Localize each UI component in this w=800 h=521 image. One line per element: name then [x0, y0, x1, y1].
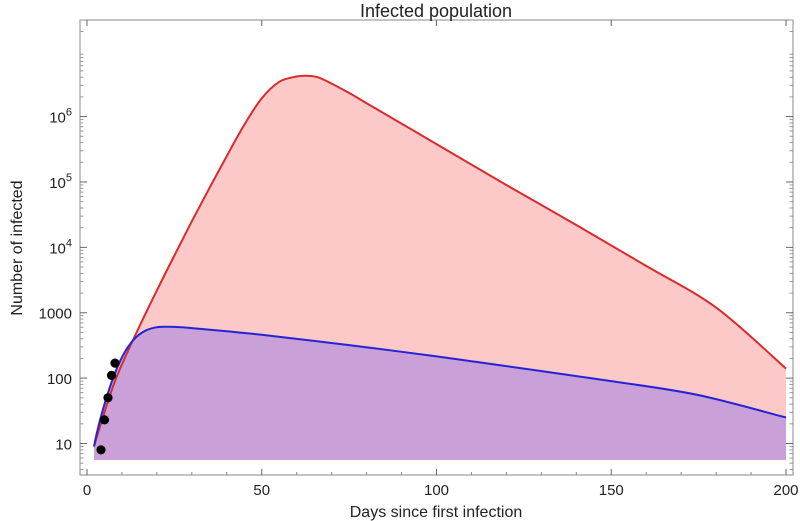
data-point: [96, 445, 106, 455]
axes: 0 50 100 150 200 10 100 1000 104 105 106: [39, 19, 799, 499]
y-tick-label: 104: [49, 237, 72, 257]
chart-title: Infected population: [360, 1, 512, 21]
x-tick-label: 0: [83, 482, 91, 499]
series-1-line: [93, 325, 787, 447]
x-tick-label: 100: [424, 482, 449, 499]
x-tick-label: 50: [253, 482, 270, 499]
y-axis-label: Number of infected: [9, 180, 26, 315]
data-point: [106, 370, 117, 380]
y-tick-label: 10: [55, 437, 72, 454]
data-point: [99, 415, 110, 425]
area-layer: [94, 75, 786, 460]
x-axis-label: Days since first infection: [350, 504, 523, 521]
data-point: [110, 358, 120, 368]
series-1-area-fill: [94, 326, 786, 460]
x-tick-label: 150: [599, 482, 624, 499]
data-point: [103, 393, 113, 403]
y-tick-label: 100: [47, 371, 72, 388]
scatter-layer: [96, 358, 120, 455]
x-tick-label: 200: [773, 482, 798, 499]
line-layer: [93, 74, 787, 447]
series-0-line: [93, 74, 787, 447]
y-tick-label: 1000: [39, 306, 72, 323]
y-tick-label: 105: [49, 172, 72, 192]
y-tick-label: 106: [49, 107, 72, 127]
